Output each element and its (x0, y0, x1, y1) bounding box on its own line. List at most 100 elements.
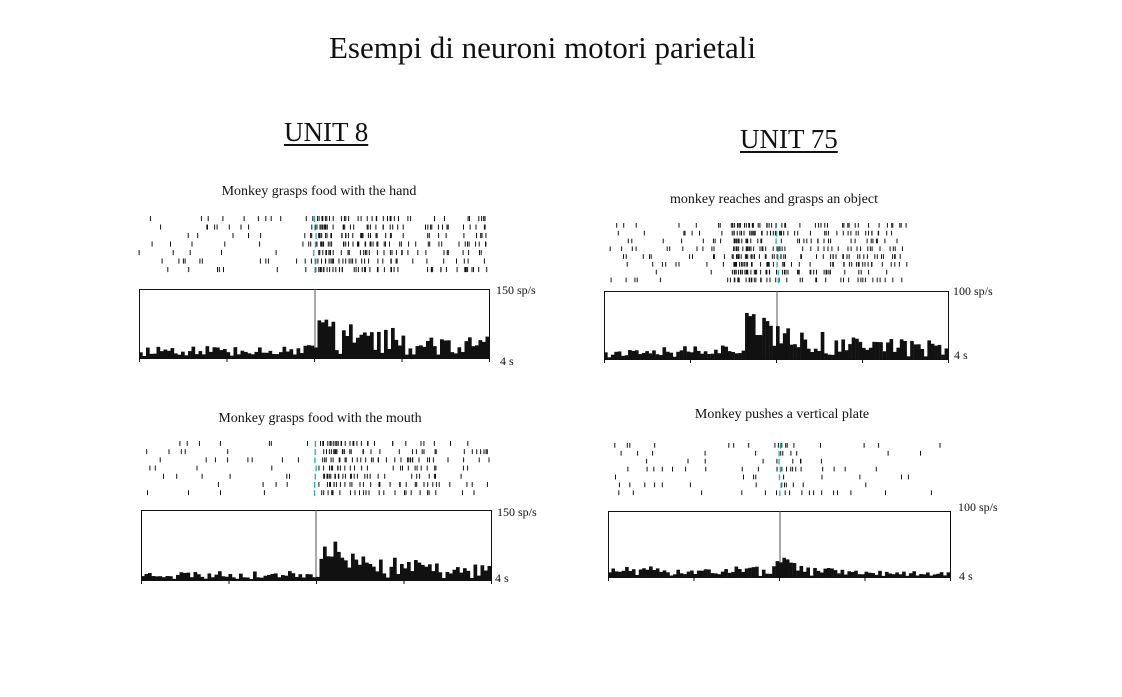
histogram-bar (333, 541, 338, 580)
histogram-bar (310, 345, 315, 358)
histogram-bar (466, 570, 471, 580)
histogram-bar (882, 351, 887, 359)
histogram-bar (361, 556, 366, 580)
histogram-bar (139, 352, 143, 358)
histogram-bar (442, 578, 446, 580)
histogram-bar (908, 573, 913, 577)
histogram-bar (146, 347, 150, 358)
histogram-bar (179, 572, 184, 580)
histogram-bar (703, 351, 708, 359)
histogram-bar (305, 574, 310, 580)
histogram-bar (256, 577, 261, 580)
histogram-bar (608, 572, 612, 577)
histogram-bar (864, 571, 869, 577)
histogram-bar (867, 572, 872, 577)
histogram-bar (854, 570, 858, 577)
histogram-bar (174, 353, 178, 358)
histogram-bar (886, 342, 890, 359)
histogram-bar (858, 341, 863, 359)
histogram-bar (919, 574, 923, 577)
histogram-bar (895, 572, 899, 577)
histogram-bar (628, 570, 633, 577)
histogram-bar (648, 353, 653, 359)
histogram-bar (205, 346, 210, 358)
histogram-bar (207, 573, 212, 580)
histogram-bar (386, 577, 390, 580)
histogram-bar (710, 353, 715, 359)
histogram-bar (717, 574, 722, 577)
histogram-bar (920, 348, 925, 359)
histogram-bar (464, 341, 469, 358)
histogram-bar (676, 569, 681, 577)
histogram-bar (323, 546, 327, 580)
histogram-bar (400, 563, 404, 580)
histogram-bar (463, 568, 467, 580)
histogram-bars (139, 319, 490, 358)
histogram-bar (823, 568, 828, 577)
histogram-bar (473, 564, 478, 580)
histogram-bar (816, 570, 821, 577)
histogram-bar (358, 564, 362, 580)
histogram-bar (251, 354, 255, 358)
histogram-bar (905, 575, 910, 577)
histogram-bar (267, 574, 271, 580)
histogram-bar (225, 576, 229, 580)
histogram-bar (837, 351, 842, 359)
histogram-bar (922, 574, 927, 577)
histogram-bar (246, 577, 250, 580)
histogram-bar (303, 345, 308, 358)
histogram-bar (403, 568, 408, 580)
condition-label: monkey reaches and grasps an object (670, 192, 878, 207)
histogram-bar (806, 567, 810, 577)
histogram-bar (247, 353, 252, 358)
histogram-bar (393, 557, 397, 580)
histogram-bar (414, 560, 418, 580)
histogram-bar (480, 565, 485, 580)
histogram-bar (666, 572, 670, 577)
histogram-bar (359, 334, 364, 358)
histogram-bar (676, 351, 680, 359)
histogram-bar (443, 340, 448, 358)
histogram-bar (316, 576, 320, 580)
histogram-bar (903, 341, 907, 359)
histogram-bar (370, 332, 374, 358)
histogram-bar (239, 573, 243, 580)
histogram-bar (272, 354, 276, 358)
histogram-bar (693, 346, 698, 359)
histogram-bar (312, 577, 317, 580)
histogram-bar (457, 347, 462, 358)
histogram-bar (153, 353, 157, 358)
histogram-bar (683, 574, 687, 577)
histogram-bar (289, 349, 294, 358)
histogram-bar (298, 574, 303, 580)
histogram-bar (445, 571, 450, 580)
histogram-bar (421, 564, 425, 580)
histogram-bar (745, 312, 749, 359)
histogram-bar (782, 557, 787, 577)
histogram-bar (408, 348, 413, 358)
histogram-bar (148, 572, 152, 580)
histogram-bar (419, 345, 423, 358)
histogram-bar (888, 573, 893, 577)
histogram-bar (936, 573, 940, 577)
histogram-bar (792, 563, 797, 577)
histogram-bar (731, 352, 735, 359)
histogram-bar (642, 568, 646, 577)
histogram-bar (382, 573, 387, 580)
histogram-bar (172, 578, 177, 580)
histogram-bar (665, 351, 670, 359)
histogram-bar (391, 327, 395, 358)
histogram-bar (477, 575, 481, 580)
histogram-bar (824, 353, 828, 359)
histogram-bar (340, 557, 345, 580)
histogram-bar (144, 573, 149, 580)
histogram-bar (232, 577, 236, 580)
histogram-bar (326, 556, 331, 580)
histogram-bar (652, 570, 657, 577)
histogram-bar (631, 350, 636, 359)
histogram-bar (475, 345, 479, 358)
histogram-bar (700, 570, 704, 577)
histogram-bar (927, 340, 931, 359)
histogram-bar (717, 353, 722, 359)
histogram-bar (428, 564, 432, 580)
